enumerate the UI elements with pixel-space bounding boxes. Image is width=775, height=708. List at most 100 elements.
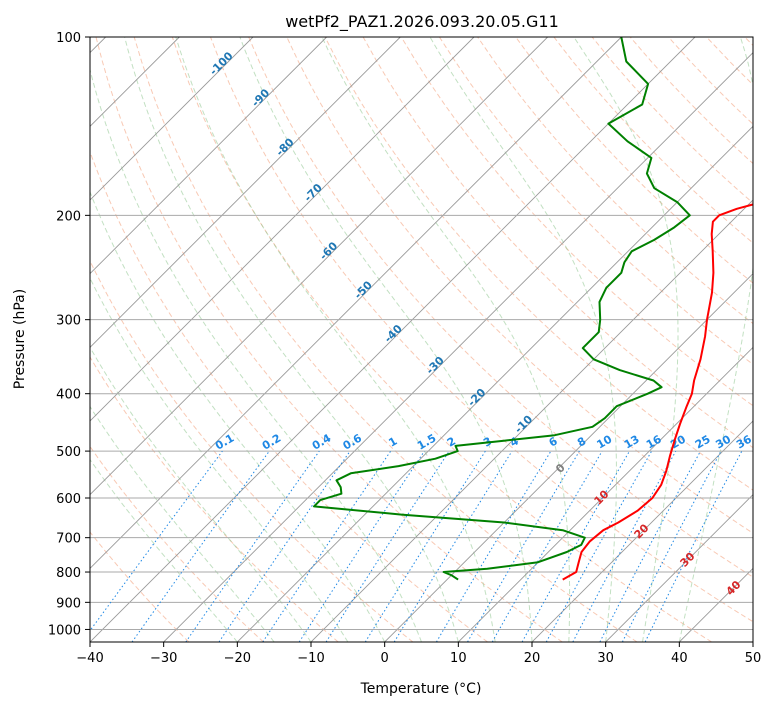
isotherm	[605, 494, 753, 642]
isotherm-label: -80	[273, 135, 296, 158]
dewpoint-line	[313, 37, 691, 581]
isotherm	[90, 37, 475, 422]
mixing-ratio-label: 8	[575, 435, 588, 450]
isotherm-label: -10	[512, 412, 535, 435]
dry-adiabat	[171, 37, 712, 642]
temperature-line	[562, 203, 753, 581]
isotherm	[752, 641, 753, 642]
x-tick-label: 20	[524, 651, 541, 666]
moist-adiabat	[90, 190, 386, 642]
dry-adiabat	[248, 37, 753, 578]
mixing-ratio-line	[435, 450, 552, 642]
dry-adiabat	[90, 150, 488, 642]
isotherm	[90, 37, 254, 201]
moist-adiabat	[321, 37, 571, 642]
moist-adiabat	[239, 37, 533, 642]
mixing-ratio-label: 36	[734, 432, 754, 451]
isotherm-label: -60	[317, 239, 340, 262]
dry-adiabat	[438, 37, 753, 366]
zero-label: 0	[553, 461, 568, 476]
mixing-ratio-label: 4	[508, 434, 521, 449]
mixing-ratio-label: 1.5	[415, 432, 438, 453]
isotherms	[90, 37, 753, 642]
mixing-ratio-line	[325, 450, 450, 642]
x-tick-label: 50	[745, 651, 762, 666]
mixing-ratio-line	[393, 450, 513, 642]
plot-area: 0.1 0.2 0.4 0.6 1 1.5 2 3 4 6 8 10 13 16 20 25 30 36-100-…	[90, 37, 754, 642]
y-tick-label: 400	[56, 388, 81, 403]
isotherm	[90, 37, 696, 642]
dry-adiabat	[515, 37, 753, 284]
x-tick-label: −10	[297, 651, 324, 666]
plot-frame	[89, 36, 754, 643]
isotherm	[90, 37, 401, 348]
isotherm	[90, 37, 548, 496]
y-tick-label: 700	[56, 532, 81, 547]
x-tick-label: −20	[224, 651, 251, 666]
isotherm	[458, 346, 753, 642]
moist-adiabat	[90, 346, 312, 642]
moist-adiabat	[175, 37, 496, 642]
isotherm-label: -50	[352, 278, 375, 301]
mixing-ratio-line	[621, 450, 722, 642]
x-tick-label: −40	[76, 651, 103, 666]
isotherm	[163, 52, 753, 642]
dry-adiabat	[90, 356, 339, 642]
mixing-ratio-label: 1	[386, 435, 399, 450]
x-tick-label: 10	[450, 651, 467, 666]
y-tick-label: 300	[56, 314, 81, 329]
dry-adiabat	[706, 37, 753, 86]
y-tick-label: 1000	[48, 623, 81, 638]
pressure-gridlines	[90, 37, 753, 630]
mixing-ratio-label: 10	[595, 432, 615, 451]
mixing-ratio-line	[644, 450, 743, 642]
mixing-ratio-line	[298, 450, 425, 642]
moist-adiabat	[90, 458, 238, 642]
dry-adiabat	[744, 37, 753, 47]
isotherm	[679, 567, 753, 642]
x-tick-label: 30	[597, 651, 614, 666]
moist-adiabat	[429, 37, 617, 642]
isotherm-label: -20	[465, 386, 488, 409]
moist-adiabat	[678, 37, 753, 642]
x-tick-label: 0	[381, 651, 389, 666]
isotherm	[531, 420, 753, 642]
chart-title: wetPf2_PAZ1.2026.093.20.05.G11	[285, 12, 559, 32]
mixing-ratio-line	[467, 450, 580, 642]
mixing-ratio-label: 30	[713, 432, 733, 451]
mixing-ratio-label: 0.4	[310, 431, 334, 452]
isotherm-label: -30	[424, 354, 447, 377]
isotherm	[90, 37, 327, 275]
mixing-ratio-label: 16	[644, 432, 664, 451]
x-axis-title: Temperature (°C)	[360, 681, 482, 697]
mixing-ratio-line	[218, 450, 351, 642]
mixing-ratio-line	[572, 450, 677, 642]
mixing-ratio-line	[185, 450, 320, 642]
mixing-ratio-line	[599, 450, 701, 642]
isotherm-label: -70	[302, 181, 325, 204]
dry-adiabat	[90, 259, 414, 642]
isotherm-label: -40	[382, 322, 405, 345]
moist-adiabat-label: 10	[592, 487, 612, 507]
dry-adiabat	[90, 531, 190, 642]
moist-adiabat	[573, 37, 679, 642]
moist-adiabat	[90, 67, 422, 642]
mixing-ratio-label: 25	[693, 433, 713, 452]
y-tick-label: 100	[56, 31, 81, 46]
mixing-ratio-line	[90, 450, 223, 632]
y-tick-label: 500	[56, 445, 81, 460]
mixing-ratio-line	[131, 450, 270, 642]
x-axis: −40 −30 −20 −10 0 10 20 30 40 50	[76, 642, 761, 666]
y-axis-title: Pressure (hPa)	[12, 289, 28, 389]
dry-adiabat	[210, 37, 753, 623]
moist-adiabat-label: 20	[632, 521, 652, 541]
mixing-ratio-line	[262, 450, 392, 642]
dry-adiabat	[324, 37, 753, 491]
dry-adiabat	[95, 37, 563, 642]
profile-series	[313, 37, 753, 581]
isotherm	[90, 37, 622, 569]
line-labels: 0.1 0.2 0.4 0.6 1 1.5 2 3 4 6 8 10 13 16 20 25 30 36-100-…	[207, 49, 754, 598]
dry-adiabat	[90, 445, 264, 642]
moist-adiabat	[124, 37, 459, 642]
